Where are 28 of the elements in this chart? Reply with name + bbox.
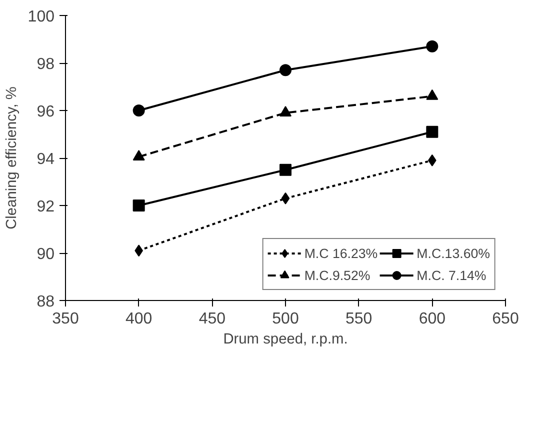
y-tick-label: 94 bbox=[36, 151, 55, 168]
point bbox=[426, 126, 438, 138]
y-tick-label: 98 bbox=[36, 56, 55, 73]
x-tick-label: 550 bbox=[345, 310, 372, 328]
x-tick-label: 600 bbox=[418, 310, 446, 328]
point bbox=[132, 200, 145, 212]
y-axis-title: Cleaning efficiency, % bbox=[4, 86, 20, 230]
point bbox=[426, 40, 438, 52]
x-tick-label: 650 bbox=[492, 310, 519, 328]
x-tick-label: 400 bbox=[125, 310, 152, 328]
x-tick-label: 450 bbox=[198, 310, 226, 328]
legend-label: M.C. 7.14% bbox=[416, 268, 486, 282]
y-tick-label: 90 bbox=[36, 246, 55, 263]
x-tick-label: 350 bbox=[52, 310, 79, 328]
point bbox=[280, 164, 292, 176]
x-axis-title: Drum speed, r.p.m. bbox=[223, 332, 348, 348]
point bbox=[280, 64, 292, 76]
y-tick-label: 96 bbox=[36, 104, 55, 120]
point bbox=[280, 106, 292, 117]
y-tick-label: 100 bbox=[28, 8, 55, 26]
point bbox=[132, 104, 145, 116]
y-tick-label: 88 bbox=[36, 294, 55, 310]
legend-label: M.C.13.60% bbox=[416, 246, 490, 260]
legend-label: M.C 16.23% bbox=[304, 246, 378, 260]
legend-label: M.C.9.52% bbox=[304, 268, 370, 282]
x-tick-label: 500 bbox=[272, 310, 299, 328]
y-tick-label: 92 bbox=[36, 198, 55, 216]
point bbox=[281, 192, 290, 204]
